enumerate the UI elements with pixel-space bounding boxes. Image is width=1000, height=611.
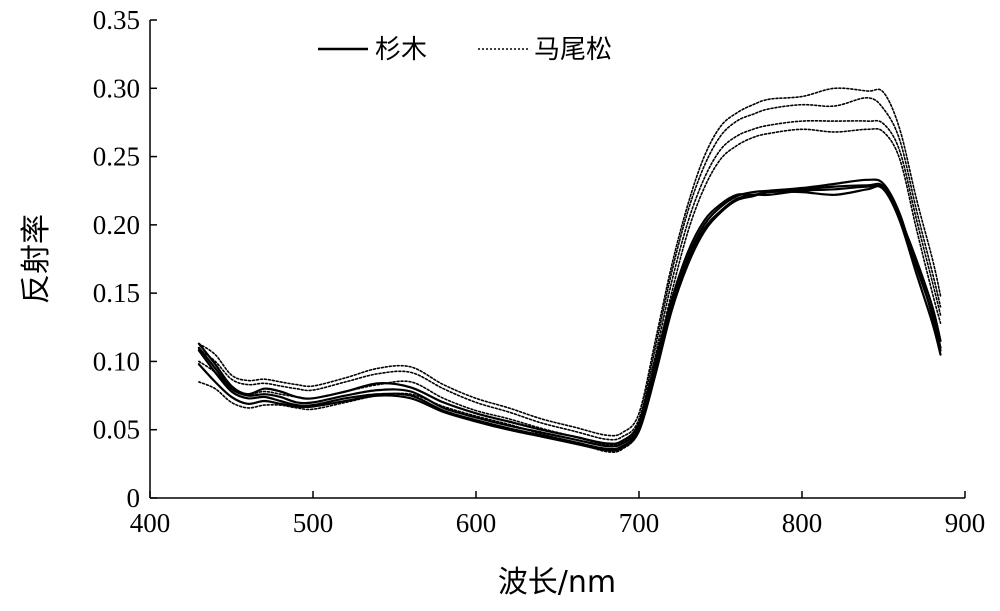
legend: 杉木 马尾松 — [318, 35, 612, 65]
x-tick-label: 900 — [945, 508, 986, 538]
y-tick-label: 0.20 — [93, 210, 140, 240]
series-layer — [197, 87, 942, 453]
x-tick-label: 800 — [782, 508, 823, 538]
y-tick-label: 0.15 — [93, 278, 140, 308]
y-tick-label: 0 — [127, 483, 141, 513]
x-tick-label: 700 — [619, 508, 660, 538]
legend-label-maweisong: 马尾松 — [534, 35, 612, 65]
maweisong-series-line-5 — [198, 87, 942, 437]
x-tick-label: 600 — [456, 508, 497, 538]
maweisong-series-line-6 — [198, 96, 942, 441]
shamu-series-line-3 — [197, 184, 942, 451]
x-ticks: 400 500 600 700 800 900 — [130, 491, 986, 538]
legend-label-shamu: 杉木 — [375, 35, 427, 65]
y-axis-title: 反射率 — [19, 214, 54, 304]
x-tick-label: 500 — [293, 508, 334, 538]
maweisong-series-line-7 — [198, 119, 942, 446]
y-tick-label: 0.05 — [93, 415, 140, 445]
y-ticks: 0 0.05 0.10 0.15 0.20 0.25 0.30 0.35 — [93, 5, 157, 513]
maweisong-series-line-8 — [198, 127, 942, 453]
x-tick-label: 400 — [130, 508, 171, 538]
y-tick-label: 0.10 — [93, 346, 140, 376]
shamu-series-line-2 — [197, 178, 942, 448]
y-tick-label: 0.30 — [93, 73, 140, 103]
y-tick-label: 0.25 — [93, 142, 140, 172]
y-tick-label: 0.35 — [93, 5, 140, 35]
shamu-series-line-4 — [197, 184, 942, 452]
x-axis-title: 波长/nm — [498, 565, 616, 600]
axes — [149, 20, 965, 499]
